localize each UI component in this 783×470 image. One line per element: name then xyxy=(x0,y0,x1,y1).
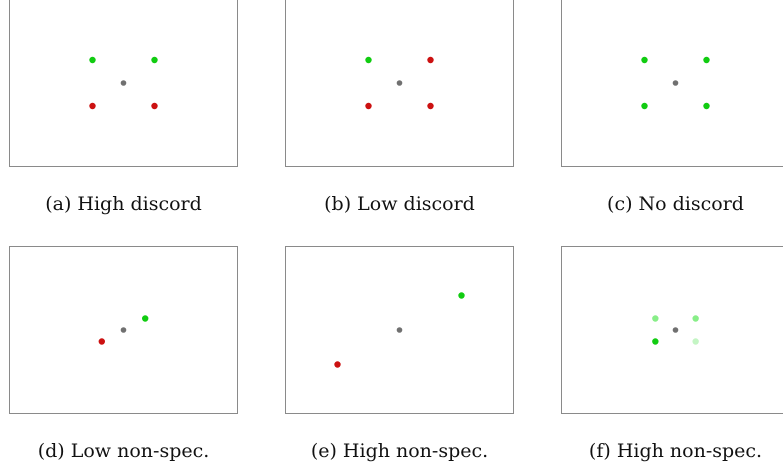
center-point xyxy=(120,327,127,333)
data-point xyxy=(365,102,372,110)
data-point xyxy=(365,56,372,64)
plot-d xyxy=(98,315,149,345)
caption-b: (b) Low discord xyxy=(324,193,475,215)
caption-d: (d) Low non-spec. xyxy=(37,440,210,462)
data-point xyxy=(641,56,648,64)
data-point xyxy=(692,338,699,345)
caption-e: (e) High non-spec. xyxy=(310,440,489,462)
plot-f xyxy=(652,315,699,345)
data-point xyxy=(151,102,158,110)
plot-b xyxy=(365,56,434,110)
data-point xyxy=(458,292,465,299)
data-point xyxy=(641,102,648,110)
panel-e xyxy=(285,246,514,414)
data-point xyxy=(652,315,659,322)
center-point xyxy=(396,327,403,333)
data-point xyxy=(427,56,434,64)
panel-c xyxy=(561,0,783,167)
center-point xyxy=(120,80,127,86)
plot-e xyxy=(334,292,465,368)
panel-d xyxy=(9,246,238,414)
caption-c: (c) No discord xyxy=(607,193,744,215)
panel-f xyxy=(561,246,783,414)
data-point xyxy=(652,338,659,345)
data-point xyxy=(89,102,96,110)
caption-f: (f) High non-spec. xyxy=(588,440,763,462)
plot-c xyxy=(641,56,710,110)
panel-a xyxy=(9,0,238,167)
center-point xyxy=(672,327,679,333)
data-point xyxy=(703,56,710,64)
data-point xyxy=(151,56,158,64)
data-point xyxy=(427,102,434,110)
data-point xyxy=(98,338,106,345)
data-point xyxy=(334,361,341,368)
data-point xyxy=(89,56,96,64)
center-point xyxy=(396,80,403,86)
plot-a xyxy=(89,56,158,110)
data-point xyxy=(142,315,149,322)
panel-b xyxy=(285,0,514,167)
caption-a: (a) High discord xyxy=(45,193,202,215)
data-point xyxy=(692,315,699,322)
data-point xyxy=(703,102,710,110)
center-point xyxy=(672,80,679,86)
